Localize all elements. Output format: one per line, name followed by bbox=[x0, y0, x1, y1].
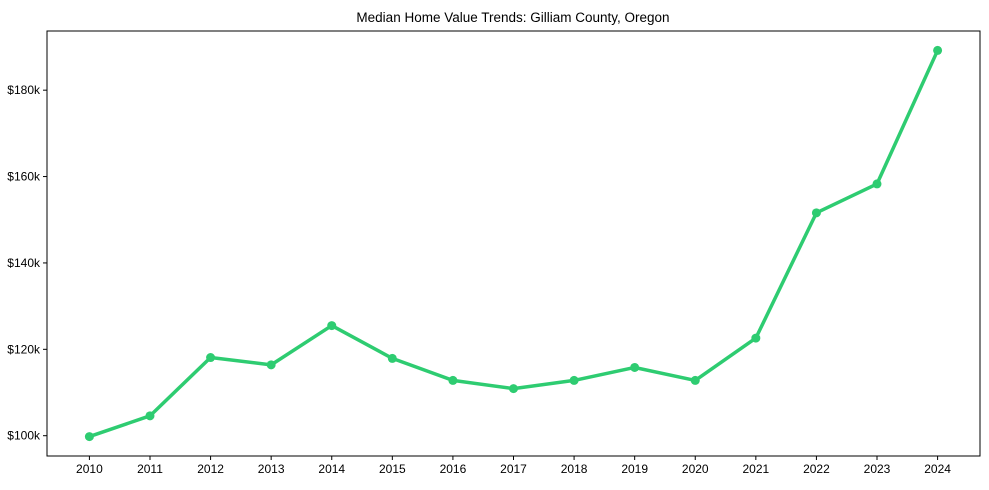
y-tick-label: $100k bbox=[7, 429, 41, 443]
data-point bbox=[509, 384, 518, 394]
x-tick-label: 2021 bbox=[742, 462, 769, 476]
x-tick-label: 2013 bbox=[258, 462, 285, 476]
data-point bbox=[448, 375, 458, 385]
data-point bbox=[933, 45, 943, 55]
x-tick-label: 2015 bbox=[379, 462, 406, 476]
x-tick-label: 2018 bbox=[561, 462, 588, 476]
data-point bbox=[387, 353, 397, 363]
x-tick-label: 2017 bbox=[500, 462, 527, 476]
x-tick-label: 2016 bbox=[440, 462, 467, 476]
data-point bbox=[206, 353, 216, 363]
series-line bbox=[88, 49, 940, 439]
x-tick-label: 2011 bbox=[137, 462, 163, 476]
y-tick-label: $120k bbox=[7, 342, 41, 356]
x-tick-label: 2024 bbox=[924, 462, 951, 476]
x-tick-label: 2019 bbox=[621, 462, 648, 476]
x-tick-label: 2012 bbox=[197, 462, 224, 476]
x-tick-label: 2022 bbox=[803, 462, 830, 476]
data-point bbox=[266, 360, 276, 370]
x-tick-label: 2023 bbox=[864, 462, 891, 476]
data-point bbox=[569, 375, 579, 385]
data-point bbox=[630, 362, 640, 372]
data-point bbox=[811, 208, 821, 218]
data-point bbox=[145, 411, 155, 421]
data-point bbox=[751, 333, 761, 343]
chart-title: Median Home Value Trends: Gilliam County… bbox=[356, 10, 669, 25]
x-tick-label: 2014 bbox=[318, 462, 345, 476]
data-point bbox=[327, 321, 337, 331]
y-tick-label: $160k bbox=[7, 170, 41, 184]
y-tick-label: $140k bbox=[7, 256, 41, 270]
x-tick-label: 2020 bbox=[682, 462, 709, 476]
data-point bbox=[872, 179, 882, 189]
data-point bbox=[84, 432, 94, 442]
data-point bbox=[690, 375, 700, 385]
y-tick-label: $180k bbox=[7, 83, 41, 97]
x-tick-label: 2010 bbox=[76, 462, 103, 476]
